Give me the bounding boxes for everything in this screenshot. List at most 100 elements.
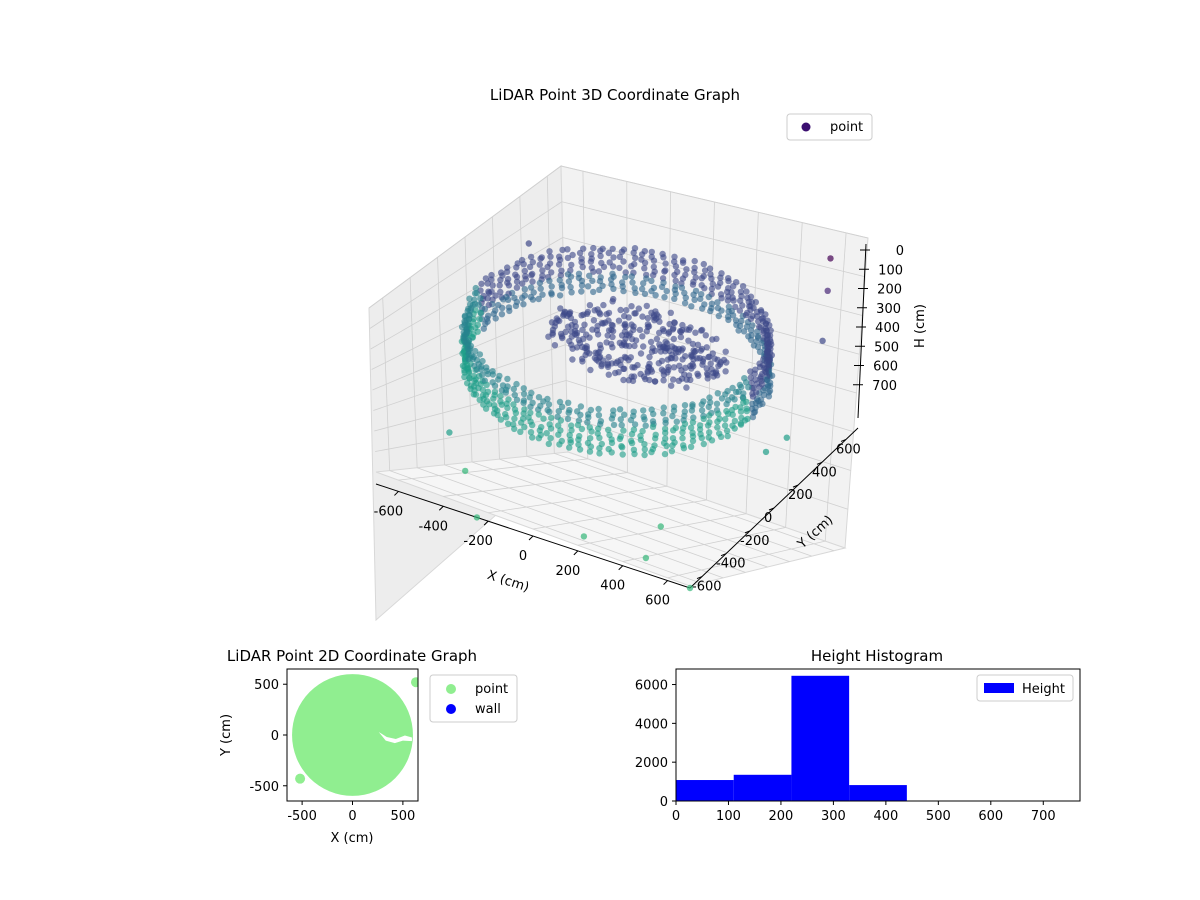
lidar-point [641, 290, 649, 298]
x-tick-label: 400 [873, 809, 898, 824]
lidar-point [660, 254, 667, 261]
lidar-point [678, 347, 685, 354]
lidar-point [617, 416, 624, 423]
histogram-title: Height Histogram [811, 647, 943, 665]
lidar-point [681, 402, 689, 409]
lidar-point [557, 272, 564, 279]
lidar-point [576, 339, 584, 347]
lidar-point [713, 400, 721, 407]
lidar-point [584, 283, 592, 290]
lidar-point [472, 347, 479, 355]
lidar-point [544, 395, 551, 403]
lidar-point [648, 287, 655, 295]
lidar-point [729, 384, 736, 392]
histogram-bar [676, 780, 734, 801]
lidar-point [615, 369, 622, 376]
lidar-point [687, 443, 695, 450]
lidar-point [743, 407, 750, 415]
lidar-point [697, 295, 704, 303]
lidar-point [548, 283, 555, 290]
legend-marker-point [801, 122, 811, 132]
z-tick-label: 700 [872, 379, 897, 394]
lidar-point [587, 366, 594, 374]
lidar-point [588, 428, 595, 435]
lidar-point [643, 275, 650, 282]
lidar-point [540, 415, 547, 422]
x-tick [394, 491, 399, 496]
grid-3d [368, 165, 869, 584]
histogram-bar [849, 785, 907, 801]
lidar-point [720, 356, 728, 364]
lidar-point [703, 344, 710, 351]
lidar-point [666, 320, 673, 328]
lidar-point [575, 441, 582, 448]
lidar-point [498, 311, 506, 318]
lidar-point [667, 309, 674, 316]
lidar-point [567, 273, 575, 280]
lidar-point [670, 407, 678, 414]
lidar-point [564, 254, 572, 262]
grid-line-y [499, 458, 790, 562]
lidar-point [698, 407, 706, 414]
lidar-outlier-point [525, 240, 532, 247]
lidar-point [709, 280, 716, 288]
lidar-point [558, 284, 566, 292]
lidar-point [545, 401, 553, 408]
lidar-point [639, 313, 646, 320]
lidar-point [634, 361, 641, 369]
lidar-point [520, 261, 527, 268]
lidar-point [637, 350, 645, 357]
lidar-point [562, 328, 569, 336]
lidar-point [520, 385, 527, 392]
lidar-point [703, 365, 710, 372]
lidar-point [646, 360, 653, 367]
lidar-point [756, 363, 764, 371]
lidar-point [652, 435, 659, 442]
lidar-point [691, 296, 698, 303]
lidar-point [513, 264, 520, 271]
lidar-point [502, 389, 509, 396]
grid-line-z-left [374, 380, 567, 432]
lidar-point [568, 289, 575, 296]
lidar-point [689, 340, 697, 348]
lidar-point [626, 342, 633, 350]
lidar-point [689, 361, 696, 368]
lidar-point [648, 348, 656, 355]
lidar-point [609, 245, 616, 253]
lidar-point [527, 253, 535, 261]
chart-2d-legend: point wall [429, 674, 518, 723]
lidar-point [609, 344, 616, 351]
lidar-point [763, 327, 770, 334]
lidar-point [739, 394, 747, 401]
z-tick-label: 300 [876, 302, 901, 317]
lidar-point [628, 273, 635, 280]
lidar-point [747, 315, 755, 322]
lidar-point [631, 342, 638, 350]
lidar-point [561, 308, 569, 315]
lidar-point [529, 296, 537, 303]
lidar-point [649, 423, 657, 430]
lidar-point [749, 322, 756, 329]
lidar-point [605, 353, 612, 361]
lidar-point [472, 284, 479, 292]
y-tick [792, 484, 799, 488]
scatter-gap [378, 731, 412, 744]
lidar-outlier-point [462, 467, 469, 475]
lidar-point [518, 419, 525, 426]
lidar-point [472, 391, 480, 398]
lidar-point [547, 425, 555, 432]
lidar-point [568, 333, 575, 340]
y-tick-label: 0 [764, 511, 772, 526]
lidar-point [520, 301, 527, 308]
histogram-legend: Height [976, 674, 1074, 702]
lidar-point [679, 259, 687, 266]
lidar-point [576, 446, 584, 453]
lidar-point [479, 386, 487, 394]
lidar-point [527, 429, 535, 436]
lidar-point [699, 305, 706, 312]
lidar-point [547, 435, 554, 442]
lidar-point [689, 437, 697, 445]
lidar-point [705, 353, 712, 361]
lidar-point [668, 382, 675, 389]
lidar-point [505, 282, 513, 289]
